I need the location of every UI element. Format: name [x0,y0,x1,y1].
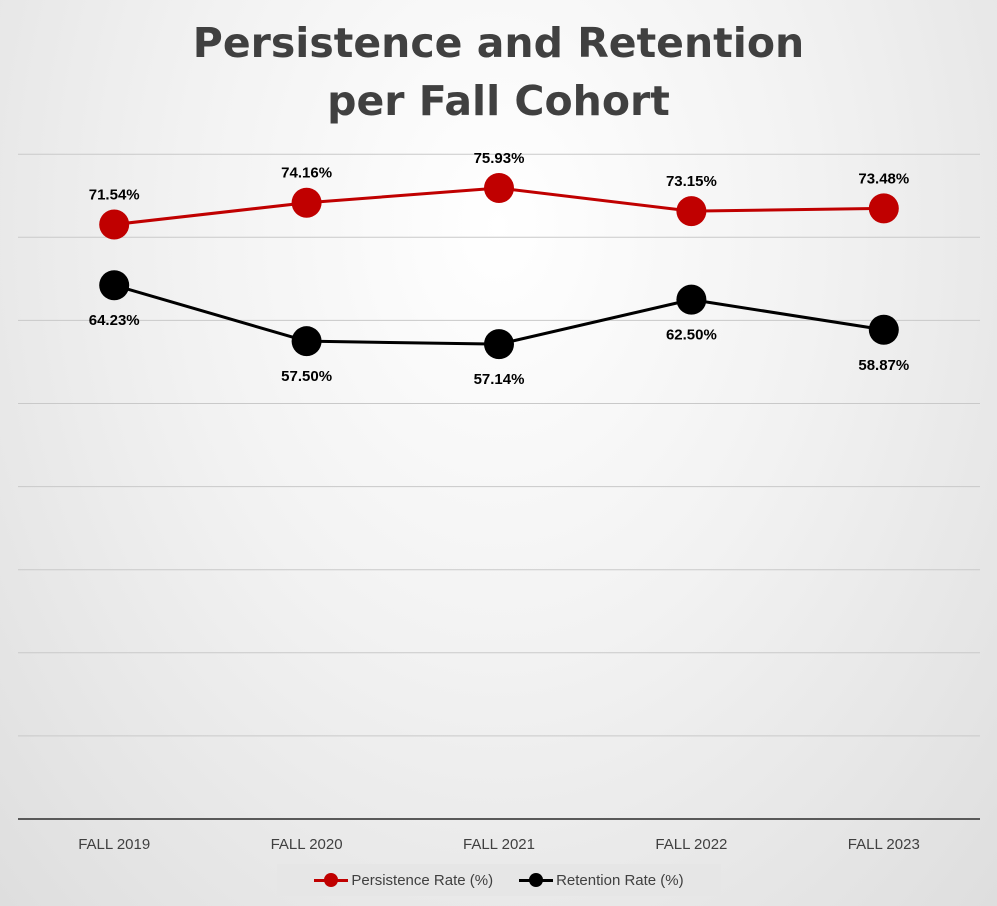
data-label: 57.50% [281,368,332,385]
data-label: 58.87% [858,357,909,374]
data-point [99,270,130,301]
data-label: 73.48% [858,170,909,187]
data-point [291,326,322,357]
x-axis: FALL 2019 FALL 2020 FALL 2021 FALL 2022 FALL… [18,818,980,853]
data-label: 57.14% [474,371,525,388]
data-point [484,173,514,204]
x-tick-label: FALL 2019 [78,836,150,853]
legend: Persistence Rate (%) Retention Rate (%) [277,864,721,896]
data-label: 71.54% [89,187,140,204]
data-label: 74.16% [281,165,332,182]
data-point [291,187,322,218]
data-point [868,314,899,345]
data-point [676,284,707,315]
legend-label-retention: Retention Rate (%) [556,871,684,889]
legend-marker-persistence [314,873,349,887]
legend-marker-retention [519,873,554,887]
legend-item-retention[interactable]: Retention Rate (%) [519,872,684,889]
chart-title-line-1: Persistence and Retention [192,19,805,67]
data-point [676,196,707,227]
data-labels: 71.54% 74.16% 75.93% 73.15% 73.48% 64.23% 57.5… [89,150,909,388]
legend-label-persistence: Persistence Rate (%) [351,871,494,889]
data-point [868,193,899,224]
data-label: 64.23% [89,312,140,329]
series-layer [99,173,899,360]
data-label: 73.15% [666,173,717,190]
data-point [99,209,130,240]
x-tick-label: FALL 2020 [271,836,343,853]
data-label: 75.93% [474,150,525,167]
data-label: 62.50% [666,327,717,344]
chart-title-line-2: per Fall Cohort [327,77,670,125]
gridlines [18,153,980,737]
chart-title: Persistence and Retention per Fall Cohor… [0,14,997,130]
x-tick-label: FALL 2023 [848,836,920,853]
legend-item-persistence[interactable]: Persistence Rate (%) [314,872,493,889]
data-point [484,329,514,360]
x-tick-label: FALL 2021 [463,836,535,853]
x-tick-label: FALL 2022 [655,836,727,853]
